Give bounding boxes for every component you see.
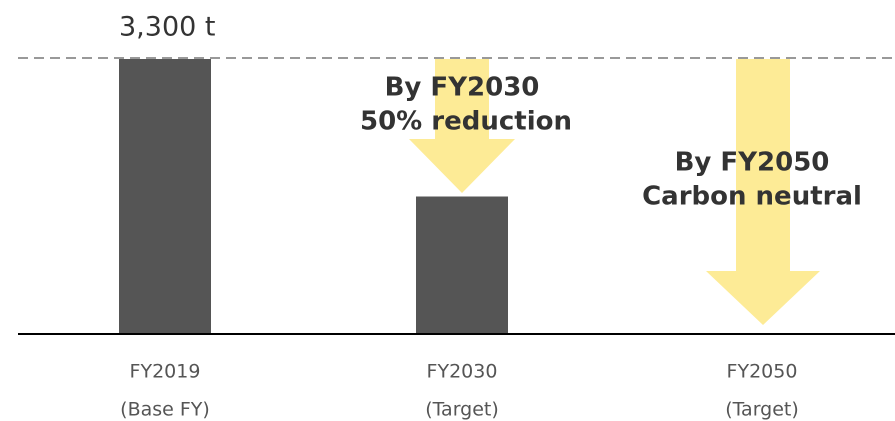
bar <box>416 196 508 334</box>
x-tick-label: FY2050 <box>727 361 798 383</box>
annotation: By FY2030 <box>385 73 540 103</box>
x-tick-label: (Target) <box>725 399 799 421</box>
x-tick-label: FY2019 <box>130 361 201 383</box>
reduction-arrow <box>409 59 515 193</box>
x-tick-label: (Target) <box>425 399 499 421</box>
bar <box>119 59 211 334</box>
value-label: 3,300 t <box>119 12 215 43</box>
x-tick-label: FY2030 <box>427 361 498 383</box>
annotation: Carbon neutral <box>642 182 862 212</box>
annotation: By FY2050 <box>675 148 830 178</box>
annotation: 50% reduction <box>360 107 572 137</box>
reduction-arrow <box>706 59 820 325</box>
x-tick-label: (Base FY) <box>120 399 210 421</box>
